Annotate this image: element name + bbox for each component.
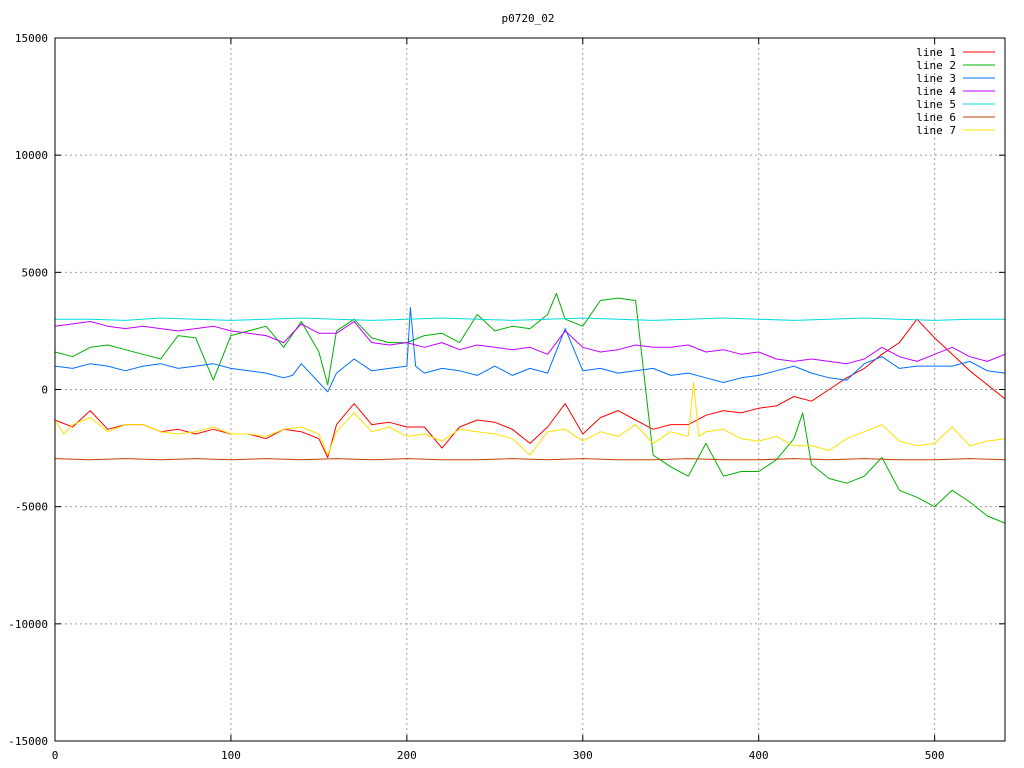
y-tick-label: 5000 [22, 266, 49, 279]
y-tick-label: -10000 [8, 618, 48, 631]
y-tick-label: -15000 [8, 735, 48, 748]
y-tick-label: -5000 [15, 501, 48, 514]
series-line-line-2 [54, 292, 1006, 524]
legend-label: line 2 [916, 59, 956, 72]
series-line-line-7 [54, 382, 1006, 456]
x-tick-label: 0 [52, 749, 59, 762]
series-lines [54, 292, 1006, 524]
y-tick-label: 10000 [15, 149, 48, 162]
legend-label: line 6 [916, 111, 956, 124]
x-tick-label: 400 [749, 749, 769, 762]
legend-label: line 7 [916, 124, 956, 137]
x-tick-label: 100 [221, 749, 241, 762]
x-tick-label: 200 [397, 749, 417, 762]
legend-label: line 4 [916, 85, 956, 98]
y-tick-label: 0 [41, 384, 48, 397]
legend-label: line 5 [916, 98, 956, 111]
legend-label: line 3 [916, 72, 956, 85]
chart-title: p0720_02 [502, 12, 555, 25]
axis-ticks: 0 100 200 300 400 500 -15000 -10000 -5000 0 5000 10… [8, 32, 1005, 762]
series-line-line-3 [54, 307, 1006, 393]
y-tick-label: 15000 [15, 32, 48, 45]
series-line-line-5 [55, 317, 1005, 321]
series-line-line-6 [54, 458, 1006, 461]
x-tick-label: 500 [925, 749, 945, 762]
x-tick-label: 300 [573, 749, 593, 762]
series-line-line-4 [54, 321, 1006, 365]
legend-label: line 1 [916, 46, 956, 59]
grid-lines [55, 38, 1005, 741]
